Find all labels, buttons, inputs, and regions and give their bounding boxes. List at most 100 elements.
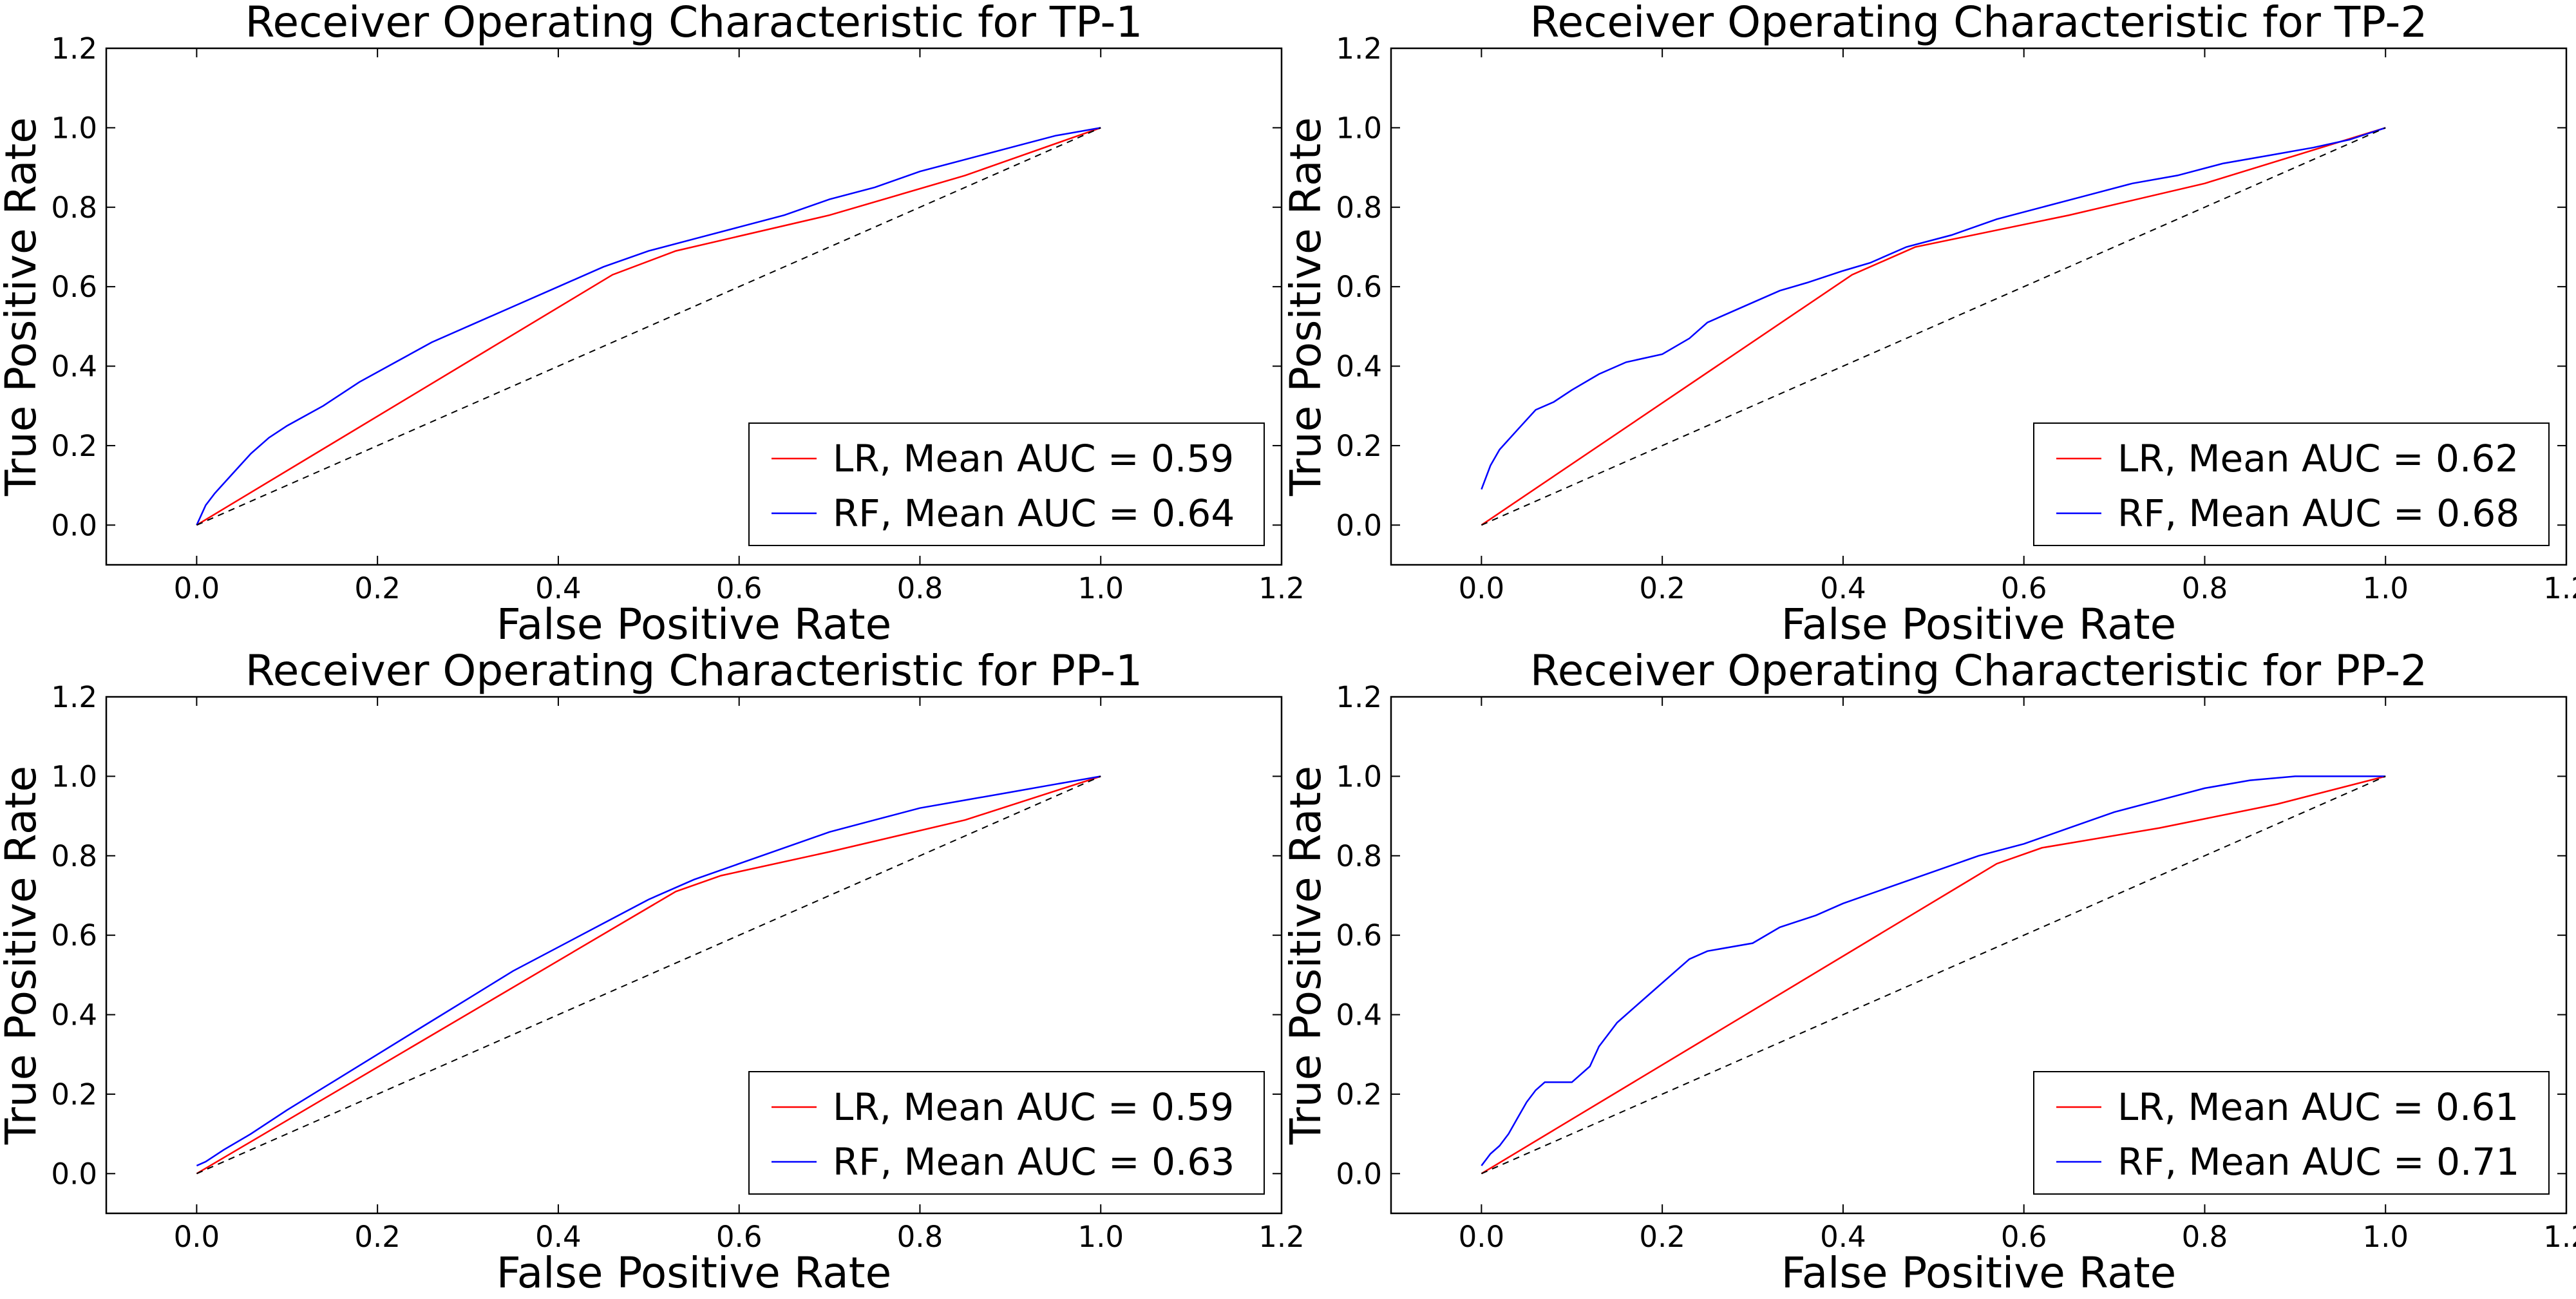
y-tick-label: 1.0 (1336, 759, 1382, 793)
legend-box (748, 422, 1265, 546)
legend: LR, Mean AUC = 0.61 RF, Mean AUC = 0.71 (2033, 1071, 2550, 1195)
y-tick-label: 0.4 (1336, 350, 1382, 384)
chance-diagonal-line (1481, 775, 2386, 1175)
x-tick-label: 0.4 (535, 1220, 582, 1254)
series-line-rf (1481, 127, 2386, 490)
y-tick-label: 0.6 (51, 270, 97, 304)
y-tick-label: 0.4 (51, 350, 97, 384)
plot-frame (105, 47, 1283, 566)
x-tick-label: 1.0 (1077, 571, 1124, 605)
x-tick-label: 0.4 (535, 571, 582, 605)
y-tick-label: 1.2 (1336, 32, 1382, 66)
x-tick-label: 1.2 (2543, 571, 2576, 605)
y-tick-label: 0.0 (51, 1157, 97, 1191)
legend-entry-label: RF, Mean AUC = 0.64 (833, 491, 1235, 535)
y-tick-label: 1.0 (51, 111, 97, 145)
legend-entry-label: LR, Mean AUC = 0.59 (833, 1085, 1234, 1129)
y-tick-label: 1.0 (1336, 111, 1382, 145)
legend-entry-label: RF, Mean AUC = 0.63 (833, 1140, 1235, 1184)
y-tick-label: 0.2 (51, 1077, 97, 1112)
legend-entry-label: LR, Mean AUC = 0.62 (2117, 437, 2519, 480)
series-line-rf (196, 127, 1101, 526)
x-tick-label: 0.0 (1459, 1220, 1505, 1254)
y-tick-label: 0.0 (1336, 508, 1382, 542)
x-tick-label: 1.2 (2543, 1220, 2576, 1254)
chance-diagonal-line (196, 127, 1101, 526)
y-tick-label: 0.8 (1336, 839, 1382, 873)
y-tick-label: 1.0 (51, 759, 97, 793)
x-tick-label: 0.2 (1639, 1220, 1685, 1254)
x-tick-label: 1.2 (1258, 1220, 1305, 1254)
x-tick-label: 0.4 (1820, 1220, 1866, 1254)
x-tick-label: 0.8 (897, 571, 943, 605)
y-tick-label: 0.8 (51, 191, 97, 225)
legend-box (2033, 1071, 2550, 1195)
chart-title: Receiver Operating Characteristic for TP… (245, 0, 1143, 47)
y-tick-label: 1.2 (51, 680, 97, 714)
plot-frame (1390, 696, 2568, 1215)
plot-frame (105, 696, 1283, 1215)
series-line-lr (1481, 127, 2386, 526)
y-tick-label: 0.4 (51, 998, 97, 1032)
x-tick-label: 0.6 (2001, 571, 2047, 605)
y-tick-label: 0.8 (51, 839, 97, 873)
y-tick-label: 1.2 (1336, 680, 1382, 714)
x-tick-label: 0.6 (716, 1220, 762, 1254)
x-axis-label: False Positive Rate (1781, 1248, 2176, 1298)
y-axis-label: True Positive Rate (1281, 766, 1331, 1145)
chart-panel-4: Receiver Operating Characteristic for PP… (1281, 646, 2576, 1298)
legend-box (2033, 422, 2550, 546)
x-tick-label: 0.2 (1639, 571, 1685, 605)
x-tick-label: 1.0 (1077, 1220, 1124, 1254)
x-tick-label: 0.0 (1459, 571, 1505, 605)
x-tick-label: 1.0 (2362, 571, 2409, 605)
x-tick-label: 0.8 (2182, 1220, 2228, 1254)
chance-diagonal-line (196, 775, 1101, 1175)
x-tick-label: 0.2 (354, 571, 401, 605)
chart-title: Receiver Operating Characteristic for PP… (1530, 646, 2427, 696)
legend: LR, Mean AUC = 0.59 RF, Mean AUC = 0.64 (748, 422, 1265, 546)
x-tick-label: 0.4 (1820, 571, 1866, 605)
x-axis-label: False Positive Rate (497, 1248, 891, 1298)
x-tick-label: 0.6 (2001, 1220, 2047, 1254)
x-tick-label: 0.0 (174, 571, 220, 605)
x-tick-label: 0.0 (174, 1220, 220, 1254)
legend: LR, Mean AUC = 0.62 RF, Mean AUC = 0.68 (2033, 422, 2550, 546)
y-tick-label: 1.2 (51, 32, 97, 66)
y-tick-label: 0.4 (1336, 998, 1382, 1032)
x-tick-label: 0.8 (2182, 571, 2228, 605)
legend: LR, Mean AUC = 0.59 RF, Mean AUC = 0.63 (748, 1071, 1265, 1195)
plot-frame (1390, 47, 2568, 566)
series-line-lr (1481, 775, 2386, 1175)
x-tick-label: 0.6 (716, 571, 762, 605)
x-tick-label: 0.8 (897, 1220, 943, 1254)
chart-title: Receiver Operating Characteristic for PP… (245, 646, 1142, 696)
series-line-rf (196, 775, 1101, 1167)
legend-entry-label: LR, Mean AUC = 0.59 (833, 437, 1234, 480)
y-tick-label: 0.6 (1336, 270, 1382, 304)
x-tick-label: 1.2 (1258, 571, 1305, 605)
chart-panel-3: Receiver Operating Characteristic for PP… (0, 646, 1305, 1298)
x-tick-label: 0.2 (354, 1220, 401, 1254)
legend-box (748, 1071, 1265, 1195)
y-tick-label: 0.2 (1336, 1077, 1382, 1112)
y-tick-label: 0.6 (1336, 918, 1382, 953)
y-tick-label: 0.8 (1336, 191, 1382, 225)
series-line-rf (1481, 775, 2386, 1166)
legend-entry-label: RF, Mean AUC = 0.68 (2117, 491, 2519, 535)
chart-title: Receiver Operating Characteristic for TP… (1530, 0, 2428, 47)
x-axis-label: False Positive Rate (497, 600, 891, 649)
y-axis-label: True Positive Rate (1281, 117, 1331, 497)
series-line-lr (196, 775, 1101, 1175)
chart-panel-1: Receiver Operating Characteristic for TP… (0, 0, 1305, 649)
y-tick-label: 0.2 (1336, 429, 1382, 463)
chart-panel-2: Receiver Operating Characteristic for TP… (1281, 0, 2576, 649)
y-tick-label: 0.0 (1336, 1157, 1382, 1191)
x-axis-label: False Positive Rate (1781, 600, 2176, 649)
legend-entry-label: LR, Mean AUC = 0.61 (2117, 1085, 2519, 1129)
chance-diagonal-line (1481, 127, 2386, 526)
legend-entry-label: RF, Mean AUC = 0.71 (2117, 1140, 2519, 1184)
y-tick-label: 0.0 (51, 508, 97, 542)
y-axis-label: True Positive Rate (0, 117, 46, 497)
